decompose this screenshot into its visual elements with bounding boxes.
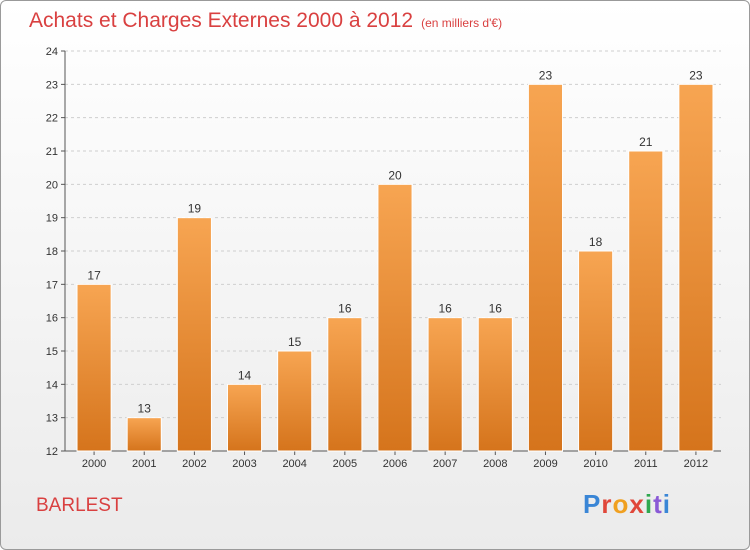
x-tick-label: 2010 xyxy=(583,458,607,470)
data-label: 23 xyxy=(539,68,553,82)
x-tick-label: 2007 xyxy=(433,458,457,470)
bar-2010 xyxy=(578,250,614,452)
x-tick-label: 2009 xyxy=(533,458,557,470)
y-tick-label: 22 xyxy=(46,113,58,125)
bar-2001 xyxy=(126,417,162,452)
x-tick-label: 2004 xyxy=(282,458,306,470)
y-tick-label: 15 xyxy=(46,346,58,358)
data-label: 13 xyxy=(138,402,152,416)
data-label: 16 xyxy=(438,302,452,316)
data-label: 18 xyxy=(589,235,603,249)
bar-2000 xyxy=(76,283,112,452)
y-tick-label: 19 xyxy=(46,213,58,225)
chart-unit: (en milliers d'€) xyxy=(421,16,503,30)
data-label: 15 xyxy=(288,335,302,349)
data-label: 19 xyxy=(188,202,202,216)
y-tick-label: 13 xyxy=(46,413,58,425)
y-tick-label: 24 xyxy=(46,46,58,58)
y-tick-label: 18 xyxy=(46,246,58,258)
x-tick-label: 2002 xyxy=(182,458,206,470)
data-labels: 17 13 19 14 15 16 20 16 16 23 18 21 23 xyxy=(87,68,703,415)
x-tick-label: 2008 xyxy=(483,458,507,470)
y-tick-label: 23 xyxy=(46,79,58,91)
bar-2008 xyxy=(477,317,513,452)
y-tick-labels: 12 13 14 15 16 17 18 19 20 21 22 23 24 xyxy=(46,46,58,458)
logo-letter: t xyxy=(653,489,663,519)
bar-2012 xyxy=(678,83,714,452)
y-tick-label: 12 xyxy=(46,446,58,458)
y-tick-label: 21 xyxy=(46,146,58,158)
y-tick-label: 17 xyxy=(46,279,58,291)
bars xyxy=(76,83,714,452)
logo-letter: i xyxy=(644,489,654,519)
bar-2009 xyxy=(527,83,564,452)
x-tick-labels: 2000 2001 2002 2003 2004 2005 2006 2007 2008 2009… xyxy=(82,458,708,470)
bar-2005 xyxy=(327,317,363,452)
data-label: 16 xyxy=(489,302,503,316)
bar-2011 xyxy=(628,150,664,452)
x-tick-label: 2003 xyxy=(232,458,256,470)
y-tick-label: 16 xyxy=(46,313,58,325)
data-label: 16 xyxy=(338,302,352,316)
y-tick-label: 14 xyxy=(46,379,58,391)
x-tick-label: 2000 xyxy=(82,458,106,470)
chart-title-text: Achats et Charges Externes 2000 à 2012 xyxy=(29,9,414,32)
data-label: 14 xyxy=(238,368,252,382)
bar-2007 xyxy=(427,317,463,452)
chart-title: Achats et Charges Externes 2000 à 2012 (e… xyxy=(29,9,502,33)
logo-letter: r xyxy=(601,489,613,519)
bar-2002 xyxy=(176,217,212,452)
bar-2004 xyxy=(277,350,313,452)
logo-letter: i xyxy=(662,489,671,519)
data-label: 23 xyxy=(689,68,703,82)
x-tick-label: 2005 xyxy=(333,458,357,470)
logo-letter: P xyxy=(583,489,602,519)
x-tick-label: 2011 xyxy=(634,458,658,470)
x-tick-label: 2006 xyxy=(383,458,407,470)
data-label: 21 xyxy=(639,135,653,149)
y-tick-label: 20 xyxy=(46,179,58,191)
data-label: 20 xyxy=(388,168,402,182)
logo-letter: x xyxy=(629,489,645,519)
bar-2006 xyxy=(377,183,413,452)
logo-letter: o xyxy=(612,489,630,519)
x-tick-label: 2012 xyxy=(684,458,708,470)
x-tick-label: 2001 xyxy=(132,458,156,470)
proxiti-logo: Proxiti xyxy=(583,489,671,520)
data-label: 17 xyxy=(87,268,101,282)
location-label: BARLEST xyxy=(36,495,123,516)
bar-2003 xyxy=(226,383,263,452)
